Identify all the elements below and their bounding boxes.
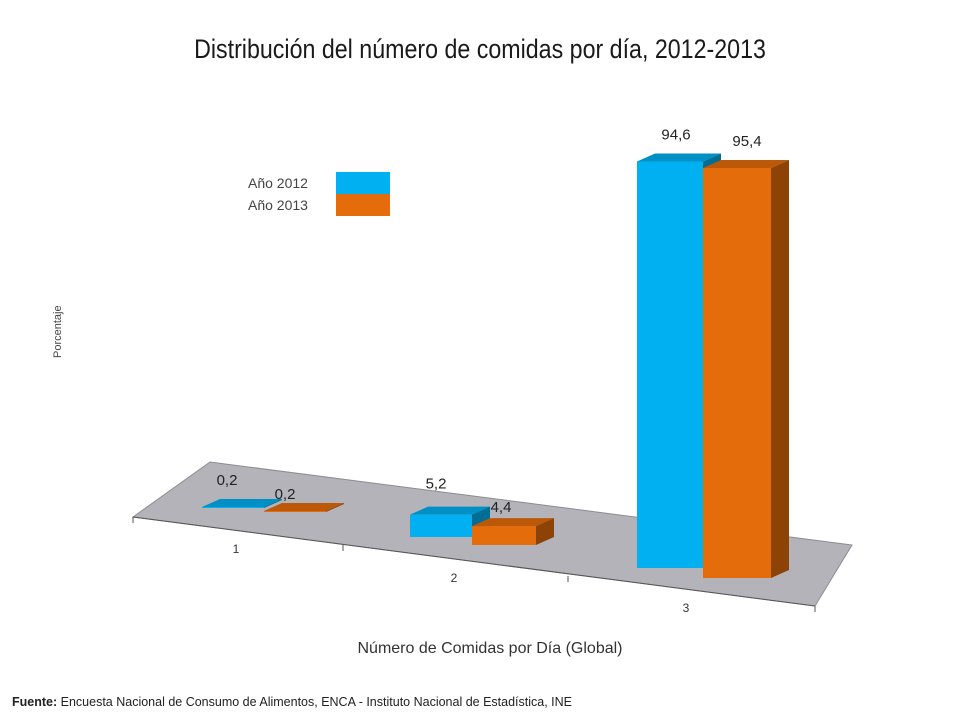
source-label: Fuente:: [12, 695, 58, 709]
chart-title: Distribución del número de comidas por d…: [194, 34, 766, 64]
data-label-Año-2012-2: 5,2: [426, 476, 447, 493]
bar-top-Año-2012-1: [202, 499, 282, 507]
legend-swatch-2013: [336, 194, 390, 216]
data-label-Año-2013-3: 95,4: [732, 133, 761, 150]
bar-Año-2012-2: [410, 514, 472, 537]
data-label-Año-2013-1: 0,2: [275, 486, 296, 503]
bar-top-Año-2013-1: [264, 503, 344, 511]
bar-Año-2012-1: [202, 507, 264, 508]
bar-Año-2012-3: [637, 161, 703, 568]
source-text: Encuesta Nacional de Consumo de Alimento…: [60, 695, 572, 709]
bar-Año-2013-2: [472, 526, 536, 545]
x-tick-label: 3: [683, 601, 690, 615]
data-label-Año-2013-2: 4,4: [491, 499, 512, 516]
x-axis-label: Número de Comidas por Día (Global): [357, 640, 623, 657]
bar-side-Año-2012-1: [264, 499, 282, 508]
bar-Año-2013-3: [703, 168, 771, 578]
legend-swatch-2012: [336, 172, 390, 194]
x-tick-label: 2: [451, 571, 458, 585]
bar-Año-2013-1: [264, 511, 326, 512]
bar-side-Año-2013-2: [536, 518, 554, 545]
data-label-Año-2012-3: 94,6: [661, 126, 690, 143]
x-tick-label: 1: [233, 542, 240, 556]
bar-side-Año-2013-1: [326, 503, 344, 512]
x-axis-line: [132, 516, 816, 607]
bar-top-Año-2013-3: [703, 160, 789, 168]
legend-label-2012: Año 2012: [248, 175, 308, 191]
bar-top-Año-2012-3: [637, 153, 721, 162]
data-label-Año-2012-1: 0,2: [217, 472, 238, 489]
source-note: Fuente: Encuesta Nacional de Consumo de …: [12, 695, 572, 709]
bar-side-Año-2013-3: [771, 160, 789, 578]
bar-top-Año-2013-2: [472, 518, 554, 527]
legend-label-2013: Año 2013: [248, 197, 308, 213]
y-axis-label: Porcentaje: [52, 305, 64, 358]
bar-top-Año-2012-2: [410, 506, 490, 515]
